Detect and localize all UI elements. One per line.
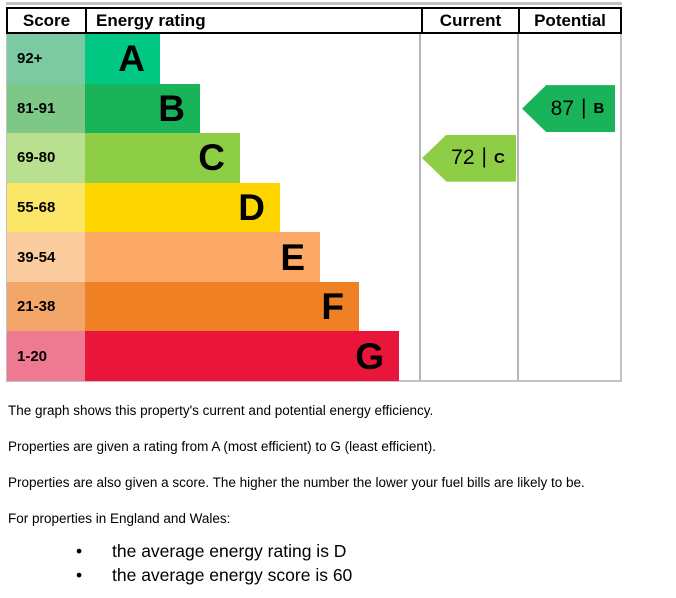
band-row: 21-38 F <box>7 281 620 332</box>
current-separator: | <box>481 145 487 169</box>
band-bar: A <box>85 34 160 84</box>
description-paragraph-2: Properties are given a rating from A (mo… <box>8 439 436 454</box>
band-score: 69-80 <box>7 133 85 183</box>
header-score: Score <box>6 7 87 34</box>
potential-column-divider <box>517 33 519 380</box>
band-score: 1-20 <box>7 331 85 382</box>
band-row: 69-80 C <box>7 133 620 183</box>
band-row: 92+ A <box>7 34 620 84</box>
band-score: 55-68 <box>7 182 85 233</box>
band-row: 81-91 B <box>7 83 620 134</box>
band-bar: D <box>85 182 280 233</box>
band-score: 92+ <box>7 34 85 84</box>
bands: 92+ A 81-91 B 69-80 C 55-68 D 39-54 E 21… <box>7 34 620 382</box>
table-top-border <box>6 2 622 5</box>
header-energy-rating: Energy rating <box>85 7 423 34</box>
header-potential: Potential <box>518 7 622 34</box>
potential-letter: B <box>593 100 605 118</box>
band-row: 39-54 E <box>7 232 620 282</box>
band-score: 81-91 <box>7 83 85 134</box>
band-bar: G <box>85 331 399 382</box>
list-item-average-score: the average energy score is 60 <box>76 563 670 587</box>
band-score: 39-54 <box>7 232 85 282</box>
table-right-border <box>620 8 622 382</box>
band-score: 21-38 <box>7 281 85 332</box>
current-letter: C <box>493 149 505 167</box>
band-bar: E <box>85 232 320 282</box>
band-row: 1-20 G <box>7 331 620 382</box>
average-stats-list: the average energy rating is D the avera… <box>8 539 670 587</box>
description-paragraph-4: For properties in England and Wales: <box>8 511 231 526</box>
description-paragraph-1: The graph shows this property's current … <box>8 403 434 418</box>
description-section: The graph shows this property's current … <box>8 403 670 587</box>
band-bar: C <box>85 133 240 183</box>
description-paragraph-3: Properties are also given a score. The h… <box>8 475 585 490</box>
current-score: 72 <box>451 146 475 170</box>
table-left-border <box>6 8 7 382</box>
list-item-average-rating: the average energy rating is D <box>76 539 670 563</box>
current-column-divider <box>419 33 421 380</box>
band-bar: F <box>85 281 359 332</box>
potential-score: 87 <box>550 96 575 120</box>
band-row: 55-68 D <box>7 182 620 233</box>
header-current: Current <box>421 7 520 34</box>
potential-separator: | <box>581 95 587 119</box>
table-header-row: Score Energy rating Current Potential <box>6 7 622 34</box>
band-bar: B <box>85 83 200 134</box>
